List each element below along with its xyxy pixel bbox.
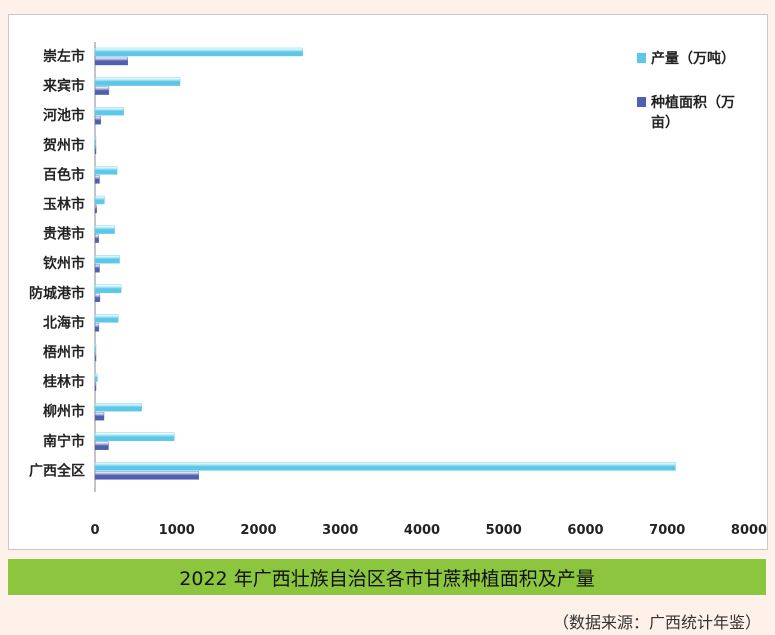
bar-output [94,136,97,146]
category-label: 防城港市 [29,285,85,302]
bar-area [94,441,109,450]
bar-output [94,47,303,57]
x-tick-label: 7000 [649,523,685,538]
bar-output [94,254,120,264]
bar-area [94,86,110,95]
bar-output [94,373,98,382]
source-note: （数据来源：广西统计年鉴） [552,613,761,632]
category-label: 玉林市 [43,196,85,213]
caption-band: 2022 年广西壮族自治区各市甘蔗种植面积及产量 [8,559,766,595]
bar-chart: 崇左市来宾市河池市贺州市百色市玉林市贵港市钦州市防城港市北海市梧州市桂林市柳州市… [29,42,767,538]
bar-area [94,382,97,391]
x-tick-label: 6000 [567,523,603,538]
category-label: 崇左市 [43,48,85,65]
bar-area [94,115,101,125]
bar-output [94,462,676,471]
bar-area [94,323,100,332]
bar-area [94,263,100,273]
x-tick-label: 0 [90,523,99,538]
bar-area [94,175,100,184]
x-tick-label: 2000 [240,523,276,538]
chart-caption-title: 2022 年广西壮族自治区各市甘蔗种植面积及产量 [179,567,595,590]
bar-output [94,195,105,205]
bar-output [94,432,175,441]
x-tick-label: 3000 [322,523,358,538]
legend-swatch [637,97,646,107]
category-label: 梧州市 [43,344,85,361]
bar-output [94,403,142,412]
bar-output [94,343,97,353]
bar-area [94,412,105,421]
bar-area [94,352,97,362]
bar-output [94,314,119,323]
category-label: 贺州市 [42,137,85,154]
bar-output [94,284,122,293]
bar-output [94,166,118,175]
x-tick-label: 1000 [159,523,195,538]
category-label: 广西全区 [29,462,85,479]
bar-area [94,234,99,243]
category-label: 河池市 [43,107,85,124]
category-label: 百色市 [43,166,85,183]
category-label: 钦州市 [43,255,85,272]
chart-frame: 崇左市来宾市河池市贺州市百色市玉林市贵港市钦州市防城港市北海市梧州市桂林市柳州市… [8,14,768,550]
category-label: 北海市 [43,314,85,331]
legend-swatch [637,53,646,63]
x-tick-label: 5000 [486,523,522,538]
bar-area [94,56,128,66]
x-tick-label: 4000 [404,523,440,538]
bar-output [94,77,181,86]
category-label: 桂林市 [42,374,85,391]
category-label: 来宾市 [42,78,85,95]
category-label: 南宁市 [43,433,85,450]
bar-area [94,293,101,302]
category-label: 贵港市 [43,226,85,243]
bar-output [94,106,124,116]
bar-output [94,225,115,234]
bar-area [94,471,200,480]
bar-area [94,145,97,155]
legend-label: 种植面积（万亩） [650,94,735,131]
x-tick-label: 8000 [731,523,767,538]
legend-label: 产量（万吨） [651,50,735,67]
bar-area [94,204,97,214]
category-label: 柳州市 [43,403,85,420]
